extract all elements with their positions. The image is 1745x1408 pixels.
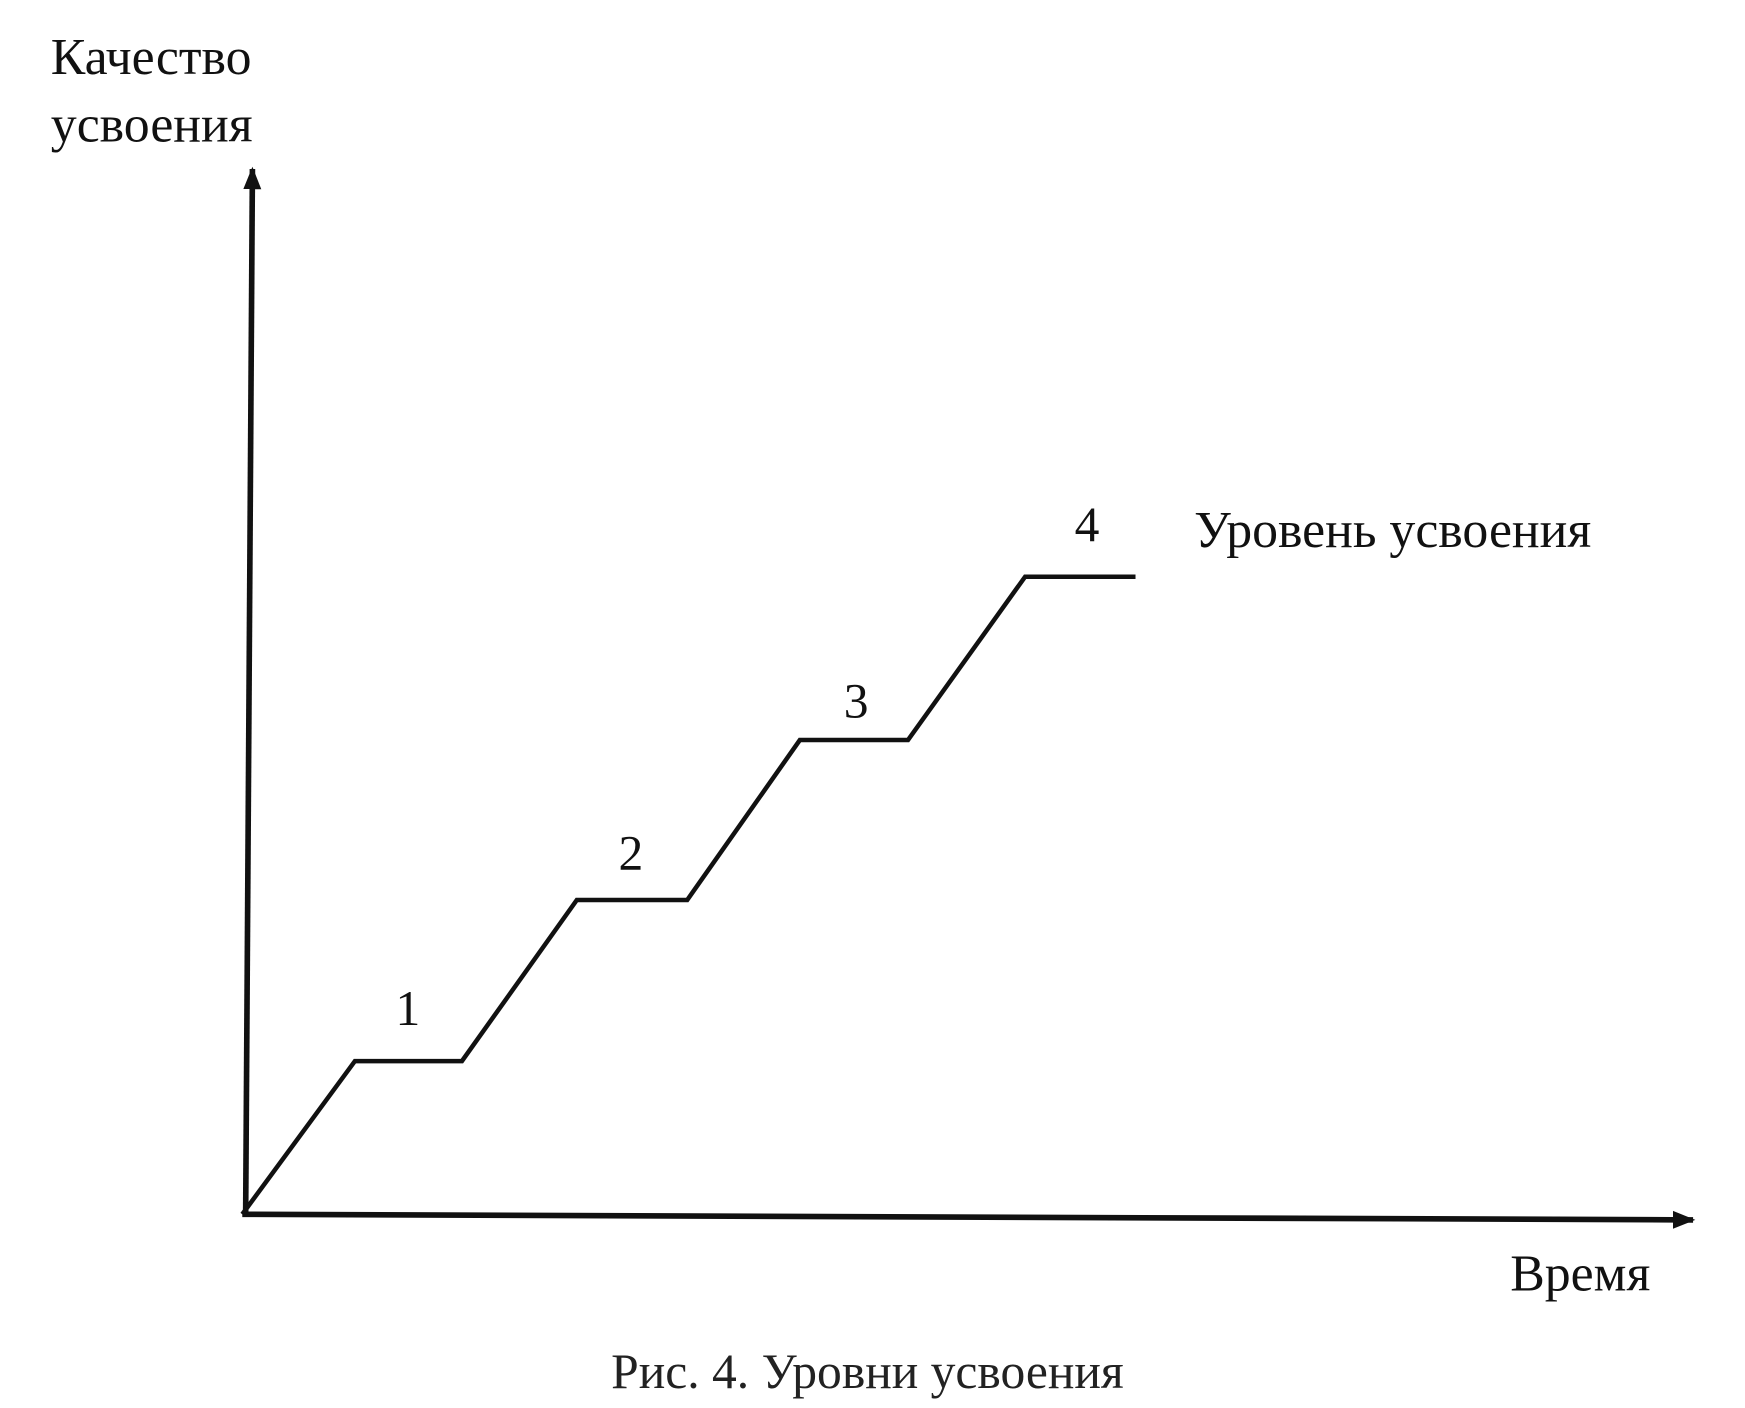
step-curve (240, 574, 1136, 1216)
y-axis (242, 166, 262, 1215)
curve-label: Уровень усвоения (1194, 502, 1591, 559)
x-axis (242, 1210, 1696, 1229)
y-axis-label: усвоения (51, 96, 253, 153)
caption: Рис. 4. Уровни усвоения (611, 1344, 1123, 1399)
level-label: 1 (395, 981, 420, 1036)
level-label: 4 (1075, 497, 1100, 552)
level-label: 3 (844, 674, 869, 729)
x-axis-label: Время (1510, 1245, 1650, 1302)
y-axis-label: Качество (51, 29, 252, 86)
level-label: 2 (618, 826, 643, 881)
